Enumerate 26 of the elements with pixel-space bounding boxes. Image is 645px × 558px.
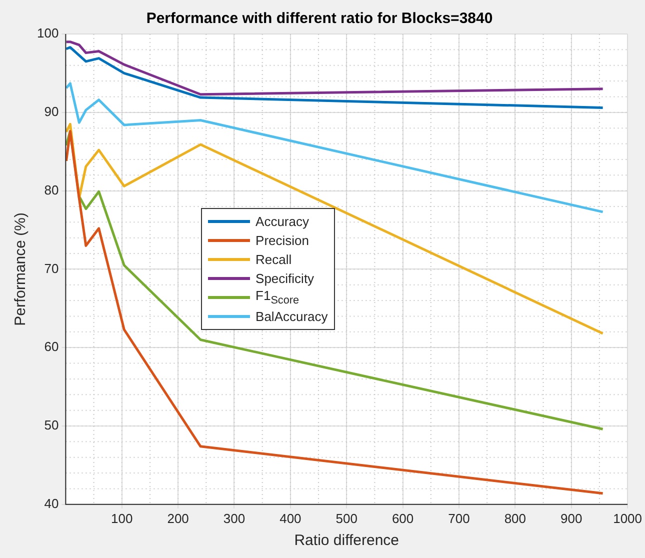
y-tick-label: 100 <box>36 26 59 41</box>
legend-label: Precision <box>256 233 309 248</box>
y-tick-label: 90 <box>44 104 59 119</box>
y-tick-label: 80 <box>44 182 59 198</box>
x-tick-label: 700 <box>448 510 470 526</box>
x-tick-label: 500 <box>336 510 358 526</box>
x-tick-label: 900 <box>560 510 582 526</box>
x-tick-label: 600 <box>392 510 414 526</box>
legend-label: F1$_{Score}$ <box>256 288 299 307</box>
y-tick-label: 60 <box>44 339 59 354</box>
legend-label: BalAccuracy <box>256 309 328 324</box>
y-tick-label: 50 <box>44 418 59 433</box>
legend-label: Specificity <box>256 271 314 286</box>
x-tick-label: 800 <box>504 510 526 526</box>
x-axis-title: Ratio difference <box>294 532 400 550</box>
y-tick-label: 40 <box>44 496 59 511</box>
x-tick-label: 300 <box>223 510 246 526</box>
x-tick-label: 1000 <box>613 510 642 526</box>
chart-title: Performance with different ratio for Blocks=3840 <box>146 10 493 28</box>
x-tick-label: 100 <box>111 510 133 526</box>
y-axis-title: Performance (%) <box>12 212 30 326</box>
legend-label: Recall <box>256 252 292 268</box>
legend-label: Accuracy <box>256 214 309 230</box>
y-tick-label: 70 <box>44 260 59 276</box>
x-tick-label: 400 <box>280 510 302 526</box>
x-tick-label: 200 <box>167 510 189 526</box>
